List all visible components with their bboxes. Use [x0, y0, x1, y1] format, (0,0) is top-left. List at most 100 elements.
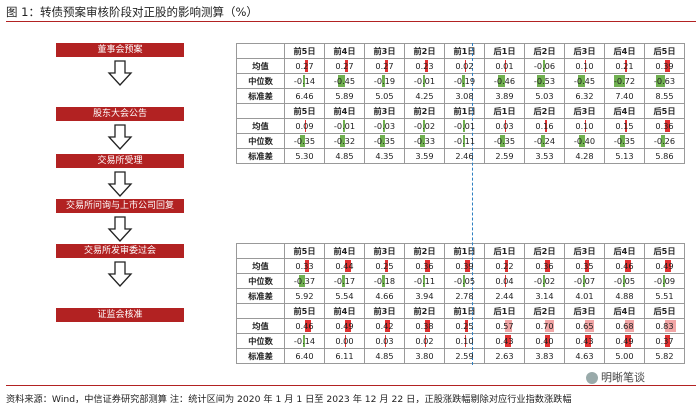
table-cell: 0.25: [444, 318, 485, 334]
cell-value: 0.37: [655, 336, 674, 346]
cell-value: 5.51: [655, 291, 674, 301]
table-cell: 0.27: [364, 58, 405, 74]
column-header: 前2日: [404, 103, 445, 119]
table-cell: 0.46: [604, 258, 645, 274]
table-cell: 4.63: [564, 348, 605, 364]
table-cell: 3.94: [404, 288, 445, 304]
cell-value: 4.25: [415, 91, 434, 101]
table-cell: 4.85: [324, 148, 365, 164]
table-cell: 5.05: [364, 88, 405, 104]
cell-value: 5.05: [375, 91, 394, 101]
table-cell: 0.22: [484, 258, 525, 274]
table-cell: 0.36: [644, 118, 685, 134]
table-cell: 0.02: [404, 333, 445, 349]
table-cell: -0.19: [444, 73, 485, 89]
table-cell: 0.70: [524, 318, 565, 334]
negative-databar: [578, 75, 585, 87]
table-cell: 0.27: [324, 58, 365, 74]
column-header: 前5日: [284, 103, 325, 119]
table-cell: 7.40: [604, 88, 645, 104]
column-header: 后4日: [604, 303, 645, 319]
cell-value: -0.37: [293, 276, 316, 286]
cell-value: -0.40: [573, 136, 596, 146]
positive-databar: [584, 120, 586, 132]
table-cell: 3.59: [404, 148, 445, 164]
negative-databar: [422, 275, 425, 287]
positive-databar: [624, 320, 635, 332]
cell-value: -0.19: [373, 76, 396, 86]
positive-databar: [464, 335, 466, 347]
cell-value: 5.03: [535, 91, 554, 101]
down-arrow-icon: [107, 216, 133, 242]
cell-value: 0.03: [375, 336, 394, 346]
event-day-divider: [472, 43, 473, 365]
positive-databar: [584, 60, 586, 72]
positive-databar: [664, 320, 677, 332]
header-corner: [236, 243, 285, 259]
cell-value: 0.03: [495, 121, 514, 131]
table-cell: 0.37: [644, 333, 685, 349]
table-cell: 6.46: [284, 88, 325, 104]
down-arrow-icon: [107, 171, 133, 197]
negative-databar: [543, 60, 545, 72]
negative-databar: [498, 75, 505, 87]
cell-value: 5.86: [655, 151, 674, 161]
table-cell: 5.13: [604, 148, 645, 164]
negative-databar: [302, 75, 305, 87]
cell-value: 0.44: [335, 261, 354, 271]
row-label: 中位数: [236, 73, 285, 89]
column-header: 后1日: [484, 243, 525, 259]
column-header: 前3日: [364, 303, 405, 319]
table-cell: 0.39: [644, 58, 685, 74]
table-cell: 5.51: [644, 288, 685, 304]
table-cell: 3.14: [524, 288, 565, 304]
cell-value: 0.25: [375, 261, 394, 271]
cell-value: 0.25: [455, 321, 474, 331]
row-label: 中位数: [236, 133, 285, 149]
cell-value: -0.18: [373, 276, 396, 286]
column-header: 后2日: [524, 103, 565, 119]
cell-value: 6.32: [575, 91, 594, 101]
column-header: 前1日: [444, 103, 485, 119]
cell-value: -0.19: [453, 76, 476, 86]
negative-databar: [463, 275, 465, 287]
column-header: 前3日: [364, 43, 405, 59]
cell-value: 0.49: [655, 261, 674, 271]
table-row: 标准差 6.46 5.89 5.05 4.25 3.08 3.89 5.03 6.32 7.40 8…: [236, 88, 685, 104]
cell-value: 4.66: [375, 291, 394, 301]
table-cell: 2.78: [444, 288, 485, 304]
table-cell: -0.35: [484, 133, 525, 149]
table-cell: 0.10: [564, 58, 605, 74]
table-cell: 0.49: [324, 318, 365, 334]
table-row: 中位数 -0.14 0.00 0.03 0.02 0.10 0.43 0.40 0.43 0.49…: [236, 333, 685, 349]
positive-databar: [504, 120, 506, 132]
table-cell: -0.01: [324, 118, 365, 134]
flow-step-csrc-approval: 证监会核准: [56, 308, 184, 322]
cell-value: 0.46: [295, 321, 314, 331]
column-header: 后2日: [524, 243, 565, 259]
cell-value: 0.83: [655, 321, 674, 331]
cell-value: 4.88: [615, 291, 634, 301]
column-header: 后2日: [524, 43, 565, 59]
cell-value: 0.70: [535, 321, 554, 331]
table-cell: -0.11: [404, 273, 445, 289]
row-label: 标准差: [236, 288, 285, 304]
cell-value: -0.26: [653, 136, 676, 146]
table-cell: 4.25: [404, 88, 445, 104]
column-header: 前5日: [284, 243, 325, 259]
positive-databar: [424, 260, 430, 272]
table-cell: 2.59: [444, 348, 485, 364]
brand-name: 明晰笔谈: [601, 371, 645, 384]
table-row: 标准差 6.40 6.11 4.85 3.80 2.59 2.63 3.83 4.63 5.00 5…: [236, 348, 685, 364]
table-cell: -0.37: [284, 273, 325, 289]
table-cell: -0.33: [404, 133, 445, 149]
cell-value: 0.46: [615, 261, 634, 271]
cell-value: 2.44: [495, 291, 514, 301]
positive-databar: [544, 320, 555, 332]
cell-value: -0.05: [453, 276, 476, 286]
cell-value: 0.10: [455, 336, 474, 346]
table-cell: 0.00: [324, 333, 365, 349]
table-cell: 2.59: [484, 148, 525, 164]
cell-value: 3.14: [535, 291, 554, 301]
table-cell: 4.28: [564, 148, 605, 164]
